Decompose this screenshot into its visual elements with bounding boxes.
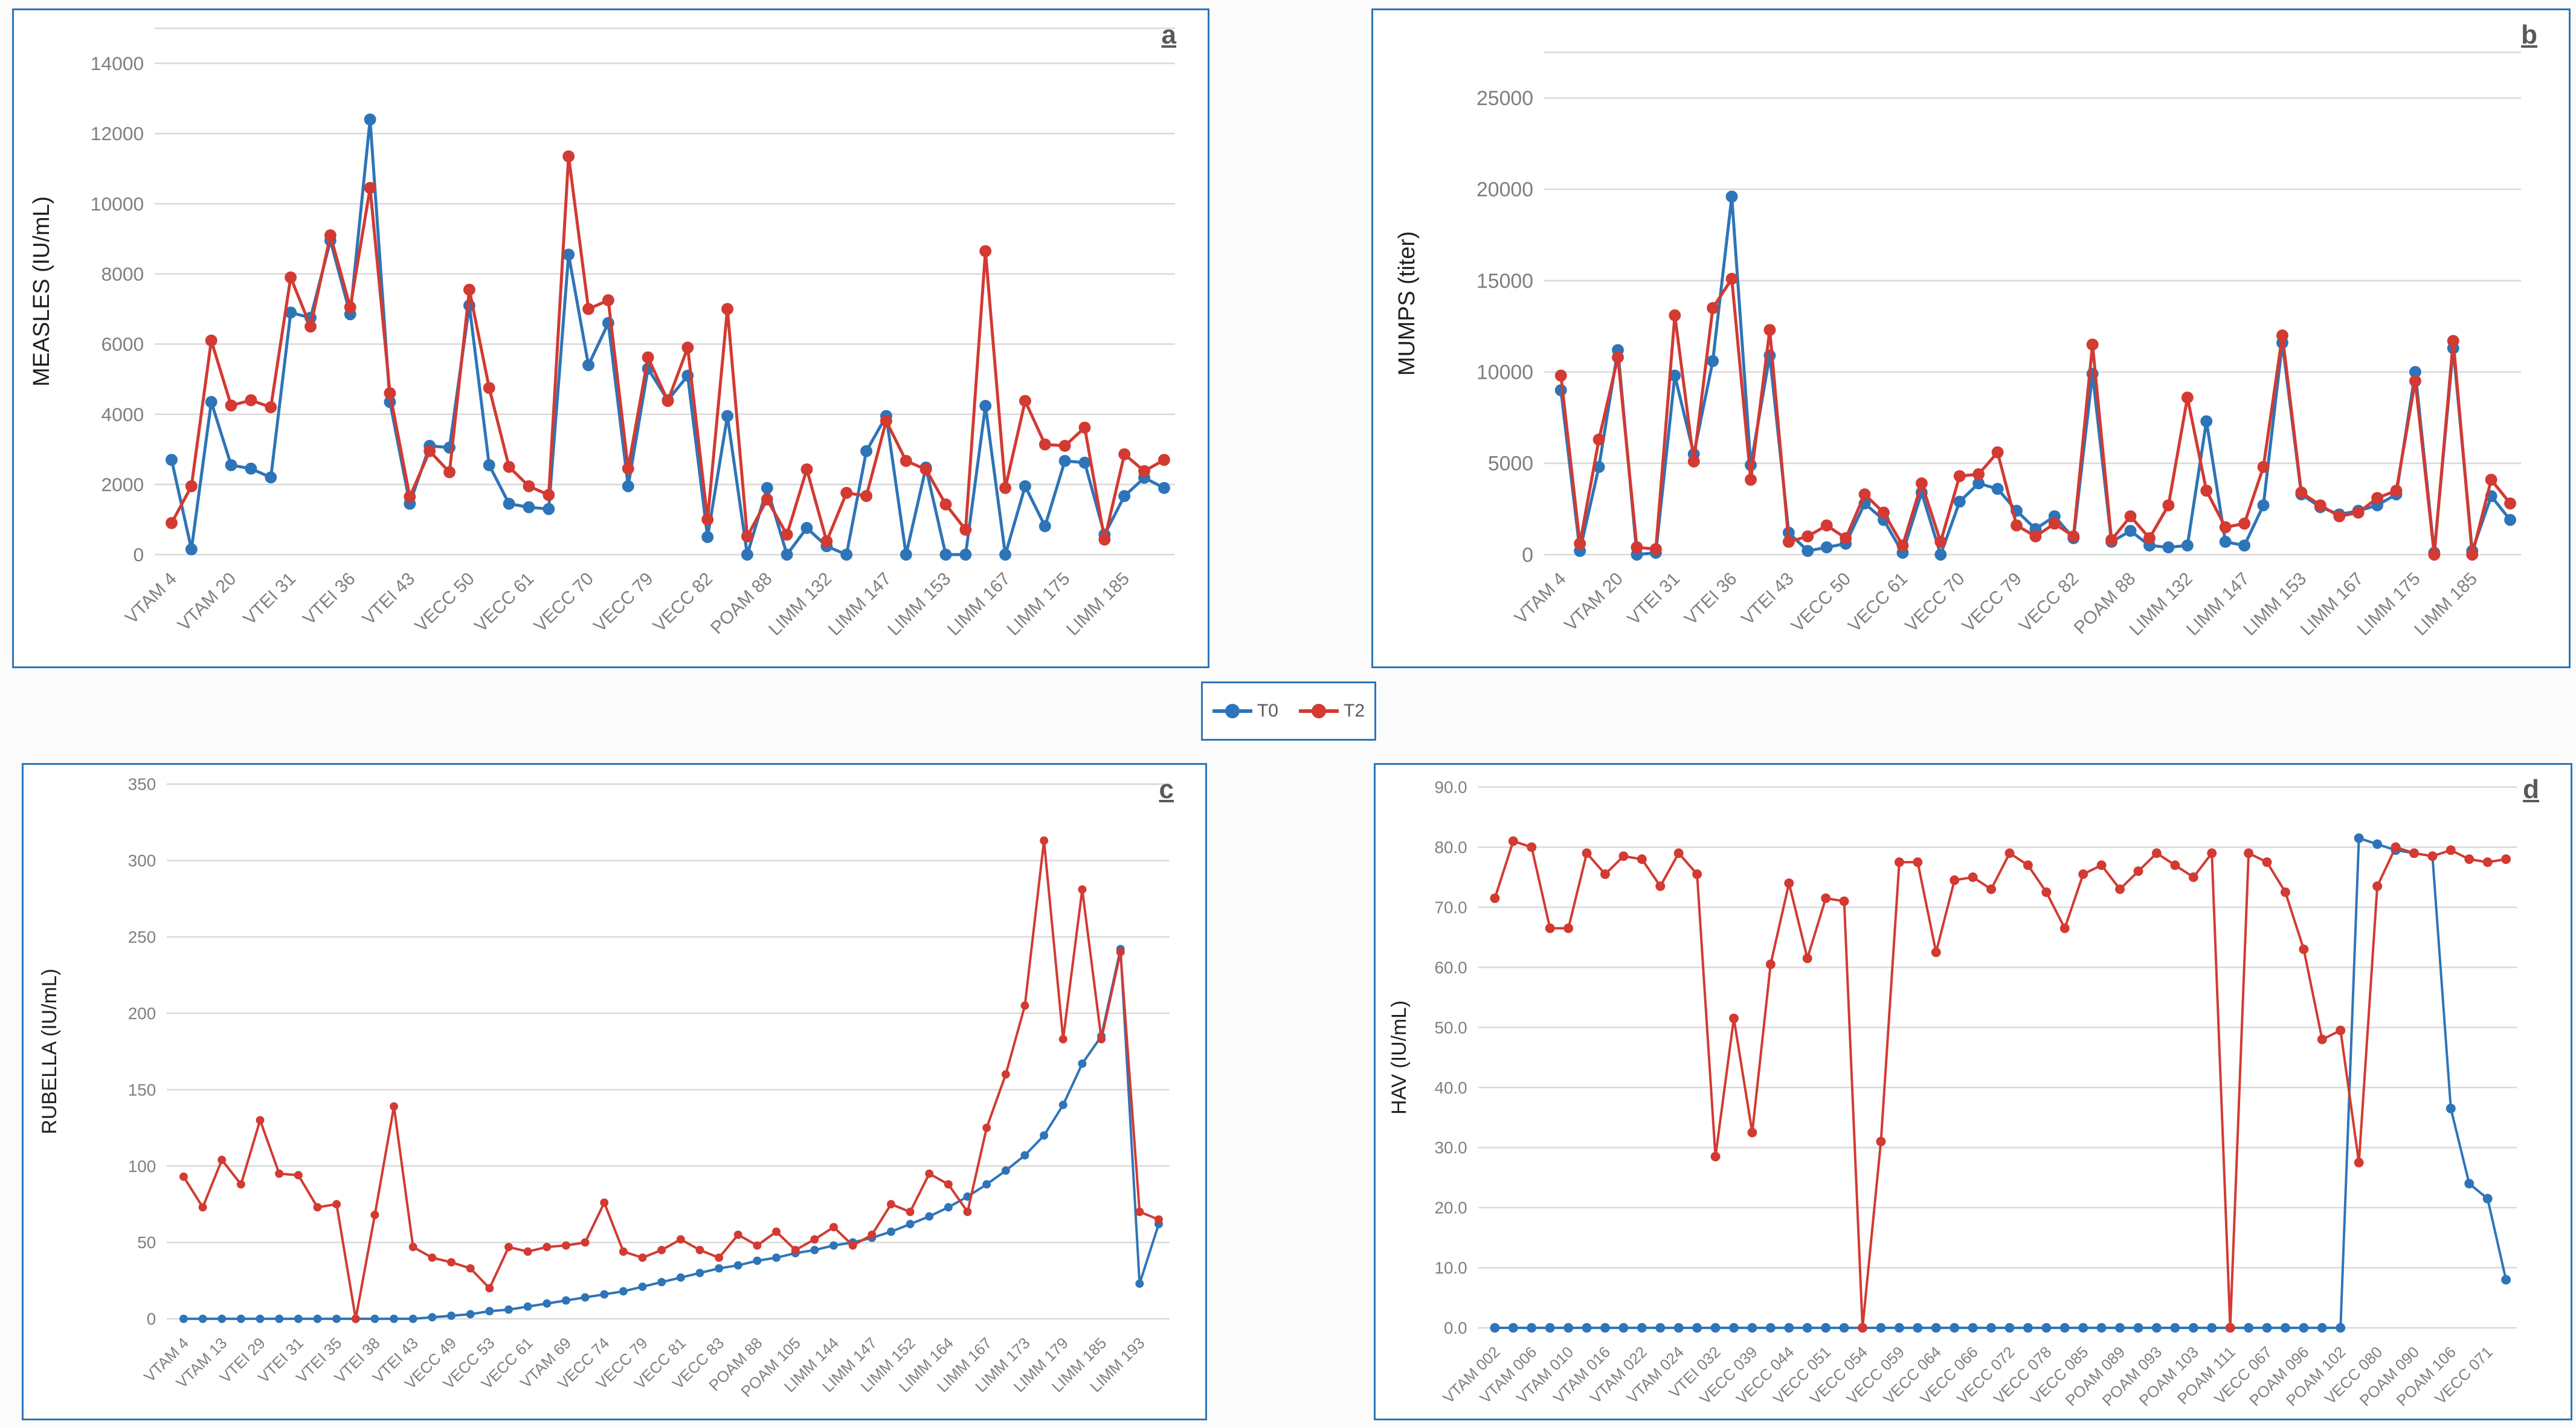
svg-text:RUBELLA (IU/mL): RUBELLA (IU/mL) — [38, 968, 61, 1134]
svg-text:VTAM 20: VTAM 20 — [1560, 569, 1627, 635]
svg-text:VTAM 20: VTAM 20 — [174, 569, 240, 635]
svg-text:20000: 20000 — [1476, 178, 1533, 201]
panel-letter-a: a — [1161, 20, 1176, 50]
svg-text:VTEI 36: VTEI 36 — [299, 569, 359, 629]
svg-text:350: 350 — [128, 775, 156, 794]
panel-letter-d: d — [2523, 775, 2539, 804]
legend-label-t0: T0 — [1257, 701, 1278, 721]
svg-text:LIMM 175: LIMM 175 — [1003, 569, 1074, 639]
svg-text:VTEI 31: VTEI 31 — [240, 569, 300, 629]
svg-text:10.0: 10.0 — [1434, 1258, 1467, 1277]
svg-text:LIMM 185: LIMM 185 — [1063, 569, 1133, 639]
svg-text:VTEI 31: VTEI 31 — [1624, 569, 1684, 629]
svg-text:VECC 50: VECC 50 — [1788, 569, 1855, 636]
svg-text:5000: 5000 — [1488, 453, 1533, 475]
svg-text:VECC 82: VECC 82 — [649, 569, 716, 636]
svg-text:VTAM 4: VTAM 4 — [1511, 569, 1570, 628]
svg-text:VECC 50: VECC 50 — [411, 569, 478, 636]
svg-text:14000: 14000 — [91, 53, 144, 74]
svg-text:60.0: 60.0 — [1434, 958, 1467, 977]
panel-letter-b: b — [2521, 20, 2537, 50]
svg-text:VTEI 43: VTEI 43 — [359, 569, 419, 629]
svg-text:4000: 4000 — [101, 404, 144, 425]
svg-text:8000: 8000 — [101, 263, 144, 285]
svg-text:VECC 79: VECC 79 — [1959, 569, 2026, 636]
svg-text:50.0: 50.0 — [1434, 1018, 1467, 1037]
svg-text:VECC 70: VECC 70 — [1901, 569, 1968, 636]
svg-text:150: 150 — [128, 1080, 156, 1099]
svg-text:10000: 10000 — [1476, 361, 1533, 384]
svg-text:MEASLES (IU/mL): MEASLES (IU/mL) — [29, 196, 54, 387]
measles-chart-panel: a 0 2000 4000 6000 8000 10000 12000 14000 VTAM 4… — [12, 8, 1209, 668]
panel-letter-c: c — [1159, 775, 1174, 804]
mumps-chart-panel: b 0 5000 10000 15000 20000 25000 VTAM 4 VTAM 20… — [1371, 8, 2571, 668]
svg-text:VECC 61: VECC 61 — [1844, 569, 1911, 636]
svg-text:LIMM 153: LIMM 153 — [884, 569, 955, 639]
svg-text:20.0: 20.0 — [1434, 1199, 1467, 1217]
svg-text:300: 300 — [128, 851, 156, 870]
svg-text:30.0: 30.0 — [1434, 1138, 1467, 1157]
svg-text:LIMM 167: LIMM 167 — [944, 569, 1014, 639]
svg-text:0: 0 — [134, 544, 144, 565]
svg-text:10000: 10000 — [91, 193, 144, 214]
hav-chart-panel: d 0.0 10.0 20.0 30.0 40.0 50.0 60.0 70.0 80.0 90.… — [1374, 763, 2572, 1420]
legend: T0 T2 — [1201, 681, 1376, 741]
svg-text:LIMM 147: LIMM 147 — [825, 569, 895, 639]
svg-text:250: 250 — [128, 927, 156, 946]
svg-text:LIMM 132: LIMM 132 — [765, 569, 836, 639]
svg-text:12000: 12000 — [91, 123, 144, 144]
svg-text:0: 0 — [147, 1310, 156, 1329]
svg-text:VECC 61: VECC 61 — [471, 569, 538, 636]
svg-text:200: 200 — [128, 1004, 156, 1023]
svg-text:70.0: 70.0 — [1434, 898, 1467, 916]
svg-text:HAV (IU/mL): HAV (IU/mL) — [1388, 1000, 1411, 1115]
svg-text:VECC 70: VECC 70 — [530, 569, 597, 636]
svg-text:15000: 15000 — [1476, 269, 1533, 292]
svg-text:0: 0 — [1522, 544, 1533, 567]
svg-text:90.0: 90.0 — [1434, 778, 1467, 797]
svg-text:50: 50 — [137, 1233, 156, 1252]
rubella-chart-panel: c 0 50 100 150 200 250 300 350 VTAM 4 VTAM 13 VTEI… — [22, 763, 1207, 1420]
svg-text:VTAM 4: VTAM 4 — [121, 569, 181, 628]
svg-text:80.0: 80.0 — [1434, 838, 1467, 857]
svg-text:POAM 88: POAM 88 — [707, 569, 776, 638]
svg-text:100: 100 — [128, 1157, 156, 1176]
svg-text:6000: 6000 — [101, 333, 144, 355]
svg-text:LIMM 185: LIMM 185 — [2410, 569, 2481, 639]
svg-text:MUMPS (titer): MUMPS (titer) — [1394, 231, 1420, 376]
svg-text:0.0: 0.0 — [1444, 1319, 1467, 1338]
t2-marker-dot-icon — [1312, 704, 1326, 718]
svg-text:VTEI 36: VTEI 36 — [1681, 569, 1741, 629]
t0-marker-dot-icon — [1225, 704, 1240, 718]
legend-item-t2: T2 — [1299, 701, 1365, 721]
legend-item-t0: T0 — [1212, 701, 1278, 721]
svg-text:2000: 2000 — [101, 474, 144, 495]
legend-label-t2: T2 — [1344, 701, 1365, 721]
hav-line-chart: 0.010.020.030.040.050.060.070.080.090.0V… — [1388, 778, 2517, 1409]
t2-series-marker-icon — [1299, 704, 1339, 718]
svg-text:25000: 25000 — [1476, 87, 1533, 110]
svg-text:40.0: 40.0 — [1434, 1078, 1467, 1097]
t0-series-marker-icon — [1212, 704, 1252, 718]
svg-text:VECC 79: VECC 79 — [590, 569, 657, 636]
